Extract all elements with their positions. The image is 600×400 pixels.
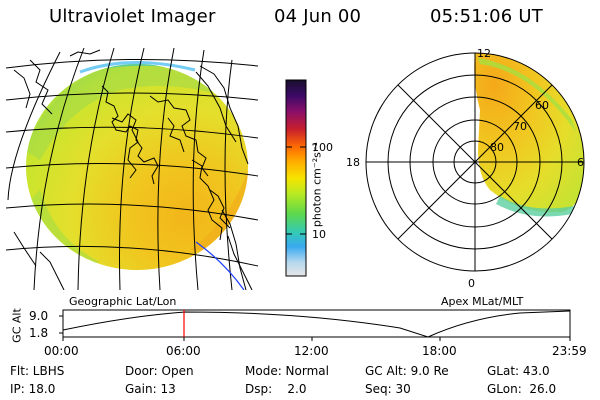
terminator-line [195,241,245,290]
meta-seq: Seq: 30 [365,382,411,396]
meta-glon: GLon: 26.0 [487,382,557,396]
mlat-label-70: 70 [513,120,527,133]
apex-caption: Apex MLat/MLT [441,295,524,308]
mlt-label-0: 0 [468,277,475,290]
time-tick-1800: 18:00 [422,344,457,358]
altitude-tick-high: 9.0 [29,309,49,323]
mlt-label-6: 6 [577,156,584,169]
meta-gain: Gain: 13 [125,382,176,396]
altitude-plot-frame [62,309,571,338]
meta-glat: GLat: 43.0 [487,364,550,378]
polar-emission-image [474,53,584,217]
meta-door: Door: Open [125,364,194,378]
meta-dsp: Dsp: 2.0 [245,382,307,396]
meta-filter: Flt: LBHS [10,364,65,378]
time-tick-0000: 00:00 [44,344,79,358]
mlt-label-12: 12 [477,47,491,60]
altitude-tick-low: 1.8 [29,326,49,340]
time-tick-1200: 12:00 [294,344,329,358]
colorbar-tick-100: 100 [312,141,333,154]
observation-date: 04 Jun 00 [274,6,362,27]
instrument-title: Ultraviolet Imager [49,6,216,27]
geographic-caption: Geographic Lat/Lon [69,295,177,308]
coastlines [13,49,253,290]
geographic-panel [6,47,259,290]
mlat-label-60: 60 [535,99,549,112]
mlt-label-18: 18 [346,156,360,169]
colorbar-unit-label: photon cm⁻²s⁻¹ [310,141,324,228]
observation-time: 05:51:06 UT [430,6,543,27]
colorbar-tick-10: 10 [312,228,326,241]
meta-mode: Mode: Normal [245,364,329,378]
time-tick-0600: 06:00 [166,344,201,358]
polar-grid [365,52,585,272]
meta-gc-alt: GC Alt: 9.0 Re [365,364,449,378]
geographic-graticule [6,47,259,290]
mlat-label-80: 80 [490,141,504,154]
altitude-axis-label: GC Alt [10,308,24,343]
altitude-curve [62,310,571,338]
altitude-plot [59,309,571,341]
colorbar [285,79,307,277]
time-tick-2359: 23:59 [552,344,587,358]
meta-ip: IP: 18.0 [10,382,56,396]
polar-panel [365,52,585,272]
